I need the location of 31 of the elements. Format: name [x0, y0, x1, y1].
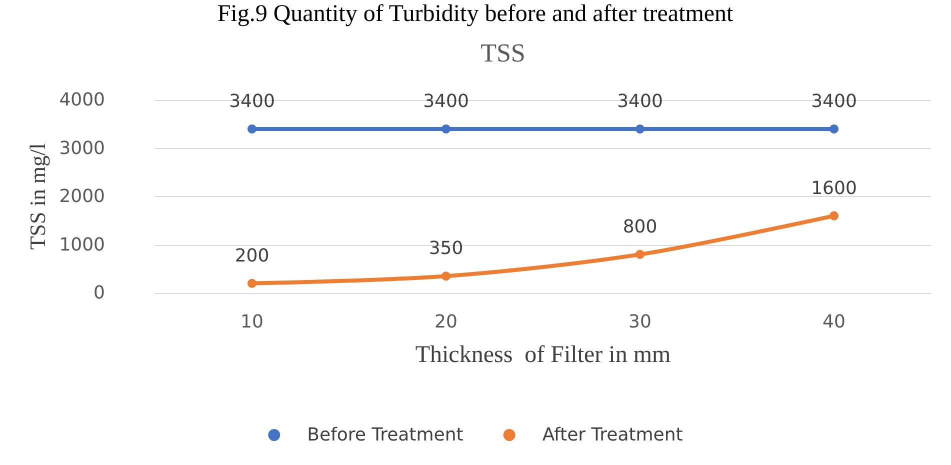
data-label: 1600 [811, 178, 857, 199]
point [830, 124, 838, 134]
data-label: 3400 [811, 90, 857, 112]
point [636, 250, 644, 259]
y-tick-label: 4000 [59, 90, 105, 110]
y-tick-label: 0 [94, 282, 105, 304]
x-tick-label: 20 [434, 312, 458, 332]
point [248, 124, 256, 134]
point [830, 211, 838, 220]
y-tick-label: 1000 [59, 234, 105, 256]
y-tick-label: 3000 [59, 138, 105, 159]
x-tick-label: 40 [822, 312, 846, 332]
data-label: 3400 [617, 90, 663, 112]
point [636, 124, 644, 134]
x-tick-label: 10 [240, 312, 264, 332]
data-label: 3400 [229, 90, 275, 112]
chart-title: TSS [480, 38, 526, 68]
y-tick-label: 2000 [59, 186, 105, 207]
data-label: 800 [622, 216, 658, 238]
y-axis-title: TSS in mg/l [24, 143, 50, 250]
point [442, 272, 450, 281]
point [442, 124, 450, 134]
x-tick-label: 30 [628, 312, 652, 332]
data-label: 3400 [423, 90, 469, 112]
data-label: 200 [234, 245, 270, 266]
point [248, 278, 256, 288]
data-label: 350 [428, 238, 464, 260]
x-axis-title: Thickness of Filter in mm [415, 342, 671, 368]
legend-label: Before Treatment [307, 424, 464, 446]
caption: Fig.9 Quantity of Turbidity before and after treatment [217, 1, 734, 27]
legend-label: After Treatment [542, 424, 683, 446]
